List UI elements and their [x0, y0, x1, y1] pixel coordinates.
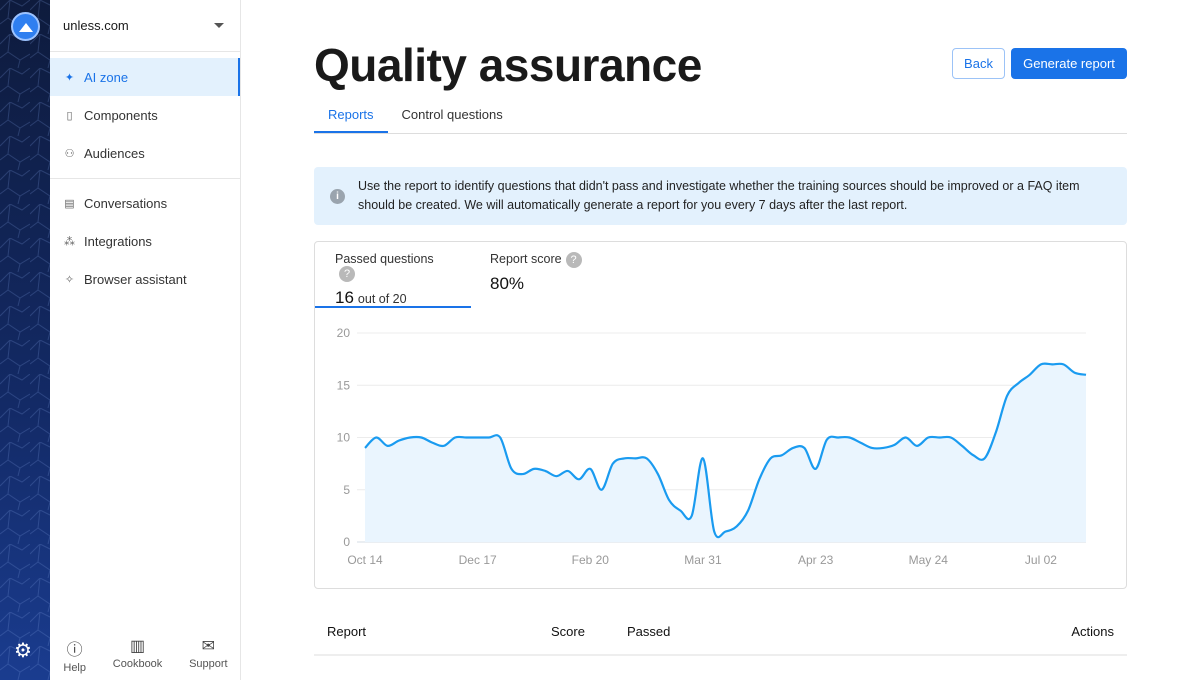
x-tick-label: Feb 20: [572, 553, 610, 567]
y-tick-label: 0: [343, 535, 350, 549]
col-report[interactable]: Report: [327, 624, 367, 639]
y-tick-label: 15: [337, 378, 351, 392]
sparkles-icon: ✦: [64, 71, 75, 84]
sidebar-item-label: Integrations: [84, 233, 152, 249]
score-value: 80%: [490, 274, 525, 293]
info-text: Use the report to identify questions tha…: [358, 179, 1080, 212]
org-name: unless.com: [63, 18, 129, 33]
y-tick-label: 5: [343, 483, 350, 497]
y-tick-label: 20: [337, 326, 351, 340]
audiences-icon: ⚇: [64, 147, 75, 160]
org-selector[interactable]: unless.com: [50, 0, 240, 52]
sidebar: unless.com ✦ AI zone ▯ Components ⚇ Audienc…: [50, 0, 241, 680]
sidebar-item-components[interactable]: ▯ Components: [50, 96, 240, 134]
info-icon: i: [330, 188, 345, 204]
passed-questions-chart: 0 5 10 15 20 Oct 14 Dec 17 Feb 20 Mar 31 Apr 23 Ma…: [337, 326, 1087, 567]
info-banner: i Use the report to identify questions t…: [314, 167, 1127, 225]
components-icon: ▯: [66, 109, 73, 122]
tab-bar: Reports Control questions: [314, 96, 1127, 134]
passed-label: Passed questions: [335, 252, 434, 266]
report-score-stat[interactable]: Report score? 80%: [470, 242, 630, 308]
sidebar-item-label: Components: [84, 107, 158, 123]
generate-report-button[interactable]: Generate report: [1011, 48, 1127, 79]
page-title: Quality assurance: [314, 39, 702, 91]
help-icon[interactable]: ?: [339, 266, 355, 282]
passed-questions-stat[interactable]: Passed questions? 16 out of 20: [315, 242, 471, 308]
support-label: Support: [189, 658, 228, 670]
background-pattern: [0, 0, 50, 680]
settings-gear-icon[interactable]: ⚙: [14, 640, 32, 662]
book-icon: ▥: [129, 638, 146, 655]
tab-control-questions[interactable]: Control questions: [401, 107, 503, 122]
sidebar-item-label: Audiences: [84, 145, 145, 161]
chevron-down-icon: [214, 23, 224, 28]
sidebar-item-label: Conversations: [84, 195, 168, 211]
support-link[interactable]: ✉ Support: [189, 636, 228, 674]
help-link[interactable]: ⓘ Help: [63, 636, 86, 674]
sidebar-item-integrations[interactable]: ⁂ Integrations: [50, 222, 240, 260]
col-actions: Actions: [1071, 624, 1114, 639]
score-label: Report score: [490, 252, 562, 266]
sidebar-item-ai-zone[interactable]: ✦ AI zone: [50, 58, 240, 96]
chat-icon: ▤: [64, 197, 75, 210]
sidebar-item-conversations[interactable]: ▤ Conversations: [50, 184, 240, 222]
integrations-icon: ⁂: [64, 235, 75, 248]
x-tick-label: Oct 14: [347, 553, 383, 567]
cookbook-label: Cookbook: [112, 658, 163, 670]
sidebar-item-browser-assistant[interactable]: ✧ Browser assistant: [50, 260, 240, 298]
x-tick-label: Dec 17: [459, 553, 497, 567]
app-rail: ⚙: [0, 0, 50, 680]
stats-card: Passed questions? 16 out of 20 Report sco…: [314, 241, 1127, 589]
col-score[interactable]: Score: [551, 624, 585, 639]
help-icon[interactable]: ?: [565, 252, 582, 268]
x-tick-label: Apr 23: [798, 553, 834, 567]
mail-icon: ✉: [201, 638, 216, 655]
passed-suffix: out of 20: [357, 292, 407, 306]
series-area: [365, 363, 1086, 542]
table-header: Report Score Passed Actions: [314, 610, 1127, 656]
passed-value: 16: [335, 288, 354, 307]
col-passed[interactable]: Passed: [627, 624, 671, 639]
y-tick-label: 10: [337, 431, 351, 445]
back-button[interactable]: Back: [952, 48, 1005, 79]
sidebar-item-label: AI zone: [84, 69, 129, 85]
series-line: [364, 362, 1087, 539]
help-icon: ⓘ: [66, 642, 83, 659]
cookbook-link[interactable]: ▥ Cookbook: [113, 636, 163, 674]
divider: [50, 178, 240, 179]
sidebar-item-label: Browser assistant: [84, 271, 187, 287]
help-label: Help: [63, 662, 86, 674]
x-tick-label: Jul 02: [1025, 553, 1057, 567]
tab-reports[interactable]: Reports: [314, 96, 388, 133]
app-logo[interactable]: [11, 12, 40, 41]
x-tick-label: Mar 31: [684, 553, 722, 567]
sidebar-item-audiences[interactable]: ⚇ Audiences: [50, 134, 240, 172]
x-tick-label: May 24: [909, 553, 949, 567]
puzzle-icon: ✧: [64, 273, 75, 286]
